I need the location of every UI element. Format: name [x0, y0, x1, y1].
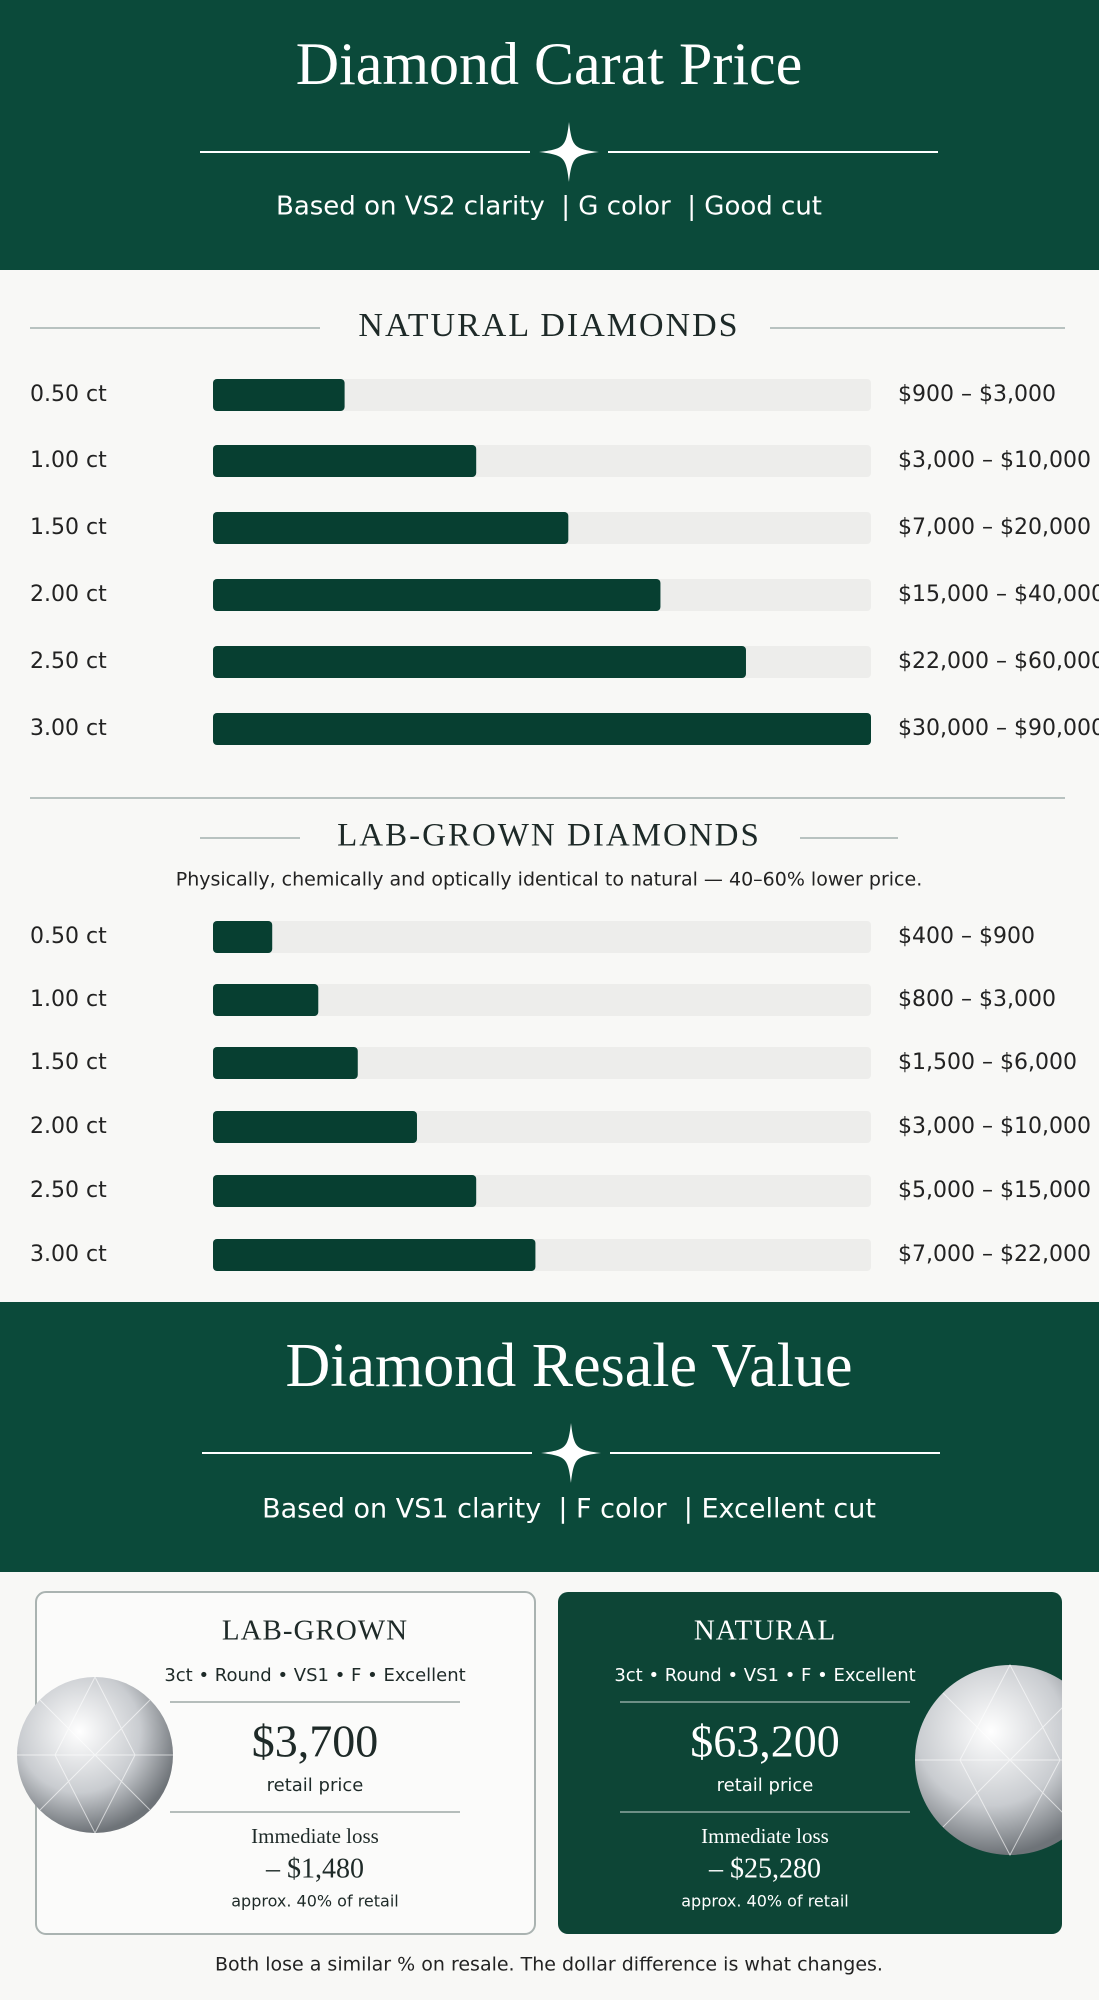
price-range: $900 – $3,000: [898, 382, 1056, 407]
price-range: $7,000 – $22,000: [898, 1242, 1091, 1267]
card-price: $3,700: [252, 1716, 379, 1767]
card-price-label: retail price: [267, 1775, 364, 1796]
section-title: NATURAL DIAMONDS: [358, 307, 739, 344]
bar: [213, 1047, 358, 1079]
card-spec: 3ct • Round • VS1 • F • Excellent: [164, 1665, 465, 1686]
carat-label: 2.00 ct: [30, 1114, 107, 1139]
price-range: $800 – $3,000: [898, 987, 1056, 1012]
bar: [213, 1111, 417, 1143]
title: Diamond Carat Price: [296, 31, 803, 97]
carat-label: 2.50 ct: [30, 1178, 107, 1203]
header-band: [0, 0, 1099, 270]
carat-label: 1.00 ct: [30, 987, 107, 1012]
carat-label: 1.50 ct: [30, 515, 107, 540]
bar: [213, 646, 746, 678]
card-title: NATURAL: [694, 1615, 836, 1647]
carat-label: 3.00 ct: [30, 1242, 107, 1267]
price-range: $15,000 – $40,000: [898, 582, 1099, 607]
subtitle: Based on VS1 clarity | F color | Excelle…: [262, 1494, 876, 1525]
diamond-image: [17, 1675, 173, 1835]
carat-label: 0.50 ct: [30, 924, 107, 949]
card-price-label: retail price: [717, 1775, 814, 1796]
card: [558, 1592, 1062, 1934]
bar-track: [213, 984, 871, 1016]
footer-note: Both lose a similar % on resale. The dol…: [215, 1954, 883, 1976]
edge: [1062, 1592, 1099, 1934]
bar-track: [213, 379, 871, 411]
card-title: LAB-GROWN: [222, 1615, 408, 1647]
price-range: $1,500 – $6,000: [898, 1050, 1077, 1075]
carat-label: 1.00 ct: [30, 448, 107, 473]
bar: [213, 445, 477, 477]
resale-band: [0, 1302, 1099, 1572]
carat-label: 2.00 ct: [30, 582, 107, 607]
price-range: $3,000 – $10,000: [898, 1114, 1091, 1139]
bar: [213, 1239, 536, 1271]
carat-label: 3.00 ct: [30, 716, 107, 741]
price-range: $22,000 – $60,000: [898, 649, 1099, 674]
section-note: Physically, chemically and optically ide…: [176, 869, 922, 891]
bar: [213, 984, 319, 1016]
bar-track: [213, 1047, 871, 1079]
bar: [213, 713, 871, 745]
subtitle: Based on VS2 clarity | G color | Good cu…: [276, 192, 822, 222]
bar-track: [213, 921, 871, 953]
carat-label: 0.50 ct: [30, 382, 107, 407]
price-range: $30,000 – $90,000: [898, 716, 1099, 741]
card-loss-label: Immediate loss: [251, 1824, 379, 1848]
diamond-image: [915, 1663, 1099, 1857]
price-range: $400 – $900: [898, 924, 1035, 949]
card-loss-label: Immediate loss: [701, 1824, 829, 1848]
section-title: LAB-GROWN DIAMONDS: [337, 818, 761, 854]
card-spec: 3ct • Round • VS1 • F • Excellent: [614, 1665, 915, 1686]
card-loss: – $25,280: [708, 1853, 821, 1884]
card-price: $63,200: [690, 1716, 840, 1767]
price-range: $5,000 – $15,000: [898, 1178, 1091, 1203]
card-loss-note: approx. 40% of retail: [681, 1892, 848, 1911]
card-loss: – $1,480: [265, 1853, 364, 1884]
bar: [213, 512, 569, 544]
carat-label: 1.50 ct: [30, 1050, 107, 1075]
bar: [213, 579, 661, 611]
title: Diamond Resale Value: [285, 1332, 852, 1400]
bar: [213, 921, 273, 953]
price-range: $3,000 – $10,000: [898, 448, 1091, 473]
bar: [213, 379, 345, 411]
card-loss-note: approx. 40% of retail: [231, 1892, 398, 1911]
bar: [213, 1175, 477, 1207]
carat-label: 2.50 ct: [30, 649, 107, 674]
price-range: $7,000 – $20,000: [898, 515, 1091, 540]
